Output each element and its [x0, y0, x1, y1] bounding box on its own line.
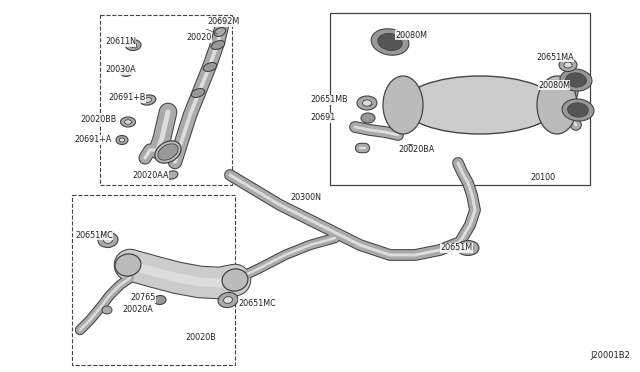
Ellipse shape	[378, 33, 403, 51]
Ellipse shape	[158, 144, 178, 160]
Ellipse shape	[383, 76, 423, 134]
Ellipse shape	[120, 117, 136, 127]
Ellipse shape	[537, 76, 577, 134]
Ellipse shape	[371, 29, 409, 55]
Ellipse shape	[218, 292, 238, 308]
Ellipse shape	[120, 67, 132, 77]
Text: 20030A: 20030A	[105, 65, 136, 74]
Text: 20651MB: 20651MB	[310, 96, 348, 105]
Ellipse shape	[222, 269, 248, 291]
Ellipse shape	[154, 295, 166, 305]
Ellipse shape	[115, 254, 141, 276]
Ellipse shape	[562, 99, 594, 121]
Ellipse shape	[559, 58, 577, 71]
Text: 20020: 20020	[186, 33, 211, 42]
Text: 20611N: 20611N	[105, 38, 136, 46]
Text: 20100: 20100	[530, 173, 555, 183]
Ellipse shape	[568, 103, 588, 117]
Ellipse shape	[361, 113, 375, 123]
Text: 20020BB: 20020BB	[80, 115, 116, 125]
Text: 20651M: 20651M	[440, 244, 472, 253]
Text: 20020AA: 20020AA	[132, 170, 168, 180]
Text: 20692M: 20692M	[207, 17, 239, 26]
Text: 20080M: 20080M	[395, 31, 427, 39]
Ellipse shape	[124, 70, 129, 74]
Ellipse shape	[125, 39, 141, 51]
Ellipse shape	[155, 141, 181, 163]
Ellipse shape	[357, 96, 377, 110]
Ellipse shape	[140, 95, 156, 105]
Ellipse shape	[566, 73, 586, 87]
Text: 20300N: 20300N	[290, 193, 321, 202]
Text: 20691: 20691	[310, 113, 335, 122]
Ellipse shape	[463, 245, 473, 251]
Ellipse shape	[223, 296, 232, 304]
Text: 20765: 20765	[130, 294, 156, 302]
Ellipse shape	[119, 138, 125, 142]
Ellipse shape	[211, 41, 225, 49]
Text: 20020BA: 20020BA	[398, 145, 435, 154]
Text: 20651MA: 20651MA	[536, 52, 573, 61]
Text: J20001B2: J20001B2	[590, 351, 630, 360]
Ellipse shape	[204, 62, 217, 71]
Ellipse shape	[116, 135, 128, 144]
Ellipse shape	[405, 144, 415, 151]
Text: 20691+A: 20691+A	[74, 135, 111, 144]
Ellipse shape	[104, 237, 113, 243]
Text: 20020A: 20020A	[122, 305, 153, 314]
Ellipse shape	[362, 100, 371, 106]
Text: 20651MC: 20651MC	[75, 231, 113, 240]
Ellipse shape	[191, 89, 205, 97]
Text: 20691+B: 20691+B	[108, 93, 145, 103]
Ellipse shape	[457, 241, 479, 256]
Text: 20080M: 20080M	[538, 80, 570, 90]
Ellipse shape	[214, 28, 226, 36]
Ellipse shape	[125, 120, 131, 124]
Ellipse shape	[560, 69, 592, 91]
Ellipse shape	[564, 62, 572, 68]
Ellipse shape	[145, 98, 152, 102]
Text: 20651MC: 20651MC	[238, 298, 276, 308]
Ellipse shape	[403, 76, 557, 134]
Ellipse shape	[102, 306, 112, 314]
Ellipse shape	[166, 171, 178, 179]
Ellipse shape	[98, 232, 118, 247]
Ellipse shape	[129, 42, 136, 48]
Text: 20020B: 20020B	[185, 334, 216, 343]
